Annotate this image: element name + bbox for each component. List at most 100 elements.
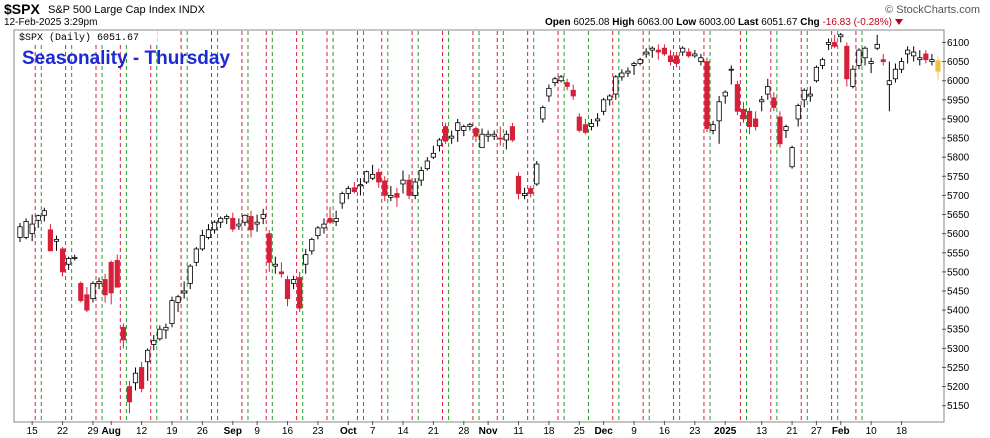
candle-body: [783, 126, 789, 131]
candle-body: [710, 124, 716, 131]
candle-body: [880, 59, 886, 62]
x-tick-label: 15: [27, 426, 39, 437]
candle-body: [497, 137, 503, 140]
candle-body: [199, 235, 205, 250]
candle-body: [23, 221, 29, 238]
candle-body: [114, 260, 120, 288]
candle-body: [923, 53, 929, 61]
candle-body: [479, 133, 485, 149]
x-tick-label: 26: [197, 426, 209, 437]
candle-body: [929, 59, 935, 62]
x-tick-label: 21: [787, 426, 799, 437]
x-tick-label: Oct: [340, 426, 357, 437]
candle-body: [619, 72, 625, 78]
candle-body: [290, 279, 297, 284]
x-tick-label: Nov: [479, 426, 498, 437]
candle-body: [47, 229, 53, 252]
y-tick-label: 5500: [947, 267, 970, 278]
candle-body: [59, 248, 66, 273]
candle-body: [844, 45, 850, 80]
candle-body: [139, 367, 145, 389]
candle-body: [862, 47, 868, 59]
candle-body: [345, 188, 351, 194]
candle-body: [53, 238, 60, 242]
candle-body: [801, 89, 807, 101]
high-value: 6063.00: [637, 17, 674, 28]
open-label: Open: [545, 17, 571, 28]
candle-body: [260, 214, 266, 219]
candle-body: [819, 59, 826, 66]
candle-body: [509, 126, 516, 141]
y-tick-label: 6050: [947, 57, 970, 68]
candle-body: [643, 51, 649, 55]
candle-body: [807, 93, 813, 97]
candle-body: [315, 227, 321, 236]
candle-body: [132, 372, 139, 384]
y-tick-label: 5600: [947, 229, 970, 240]
candle-body: [825, 42, 832, 45]
candle-body: [370, 173, 376, 179]
candle-body: [108, 261, 114, 294]
annotation-text: Seasonality - Thursday: [22, 48, 230, 69]
y-tick-label: 5850: [947, 134, 970, 145]
candle-body: [193, 248, 199, 263]
candle-body: [892, 68, 899, 80]
x-tick-label: Sep: [224, 426, 242, 437]
candle-body: [740, 108, 747, 120]
candle-body: [935, 60, 941, 72]
x-tick-label: 18: [543, 426, 555, 437]
candle-body: [157, 328, 163, 340]
candle-body: [96, 281, 102, 284]
candle-body: [613, 76, 619, 95]
candle-body: [272, 263, 278, 267]
candle-body: [722, 91, 728, 97]
candle-body: [777, 116, 783, 145]
low-value: 6003.00: [699, 17, 736, 28]
candle-body: [449, 135, 455, 139]
candle-body: [655, 49, 661, 53]
x-axis: 15 22 29 Aug 12 19 26 Sep 9 16 23 Oct 7 14 21 28 Nov 11 18…: [27, 421, 908, 437]
candle-body: [84, 294, 90, 311]
candle-body: [856, 49, 862, 66]
candle-body: [66, 258, 72, 265]
candle-body: [637, 59, 643, 64]
candle-body: [382, 180, 388, 196]
candle-body: [905, 49, 911, 55]
candle-body: [145, 349, 151, 363]
candle-body: [376, 172, 382, 183]
candle-body: [175, 296, 181, 303]
candle-body: [698, 57, 704, 62]
candle-body: [254, 221, 260, 225]
candle-body: [552, 78, 558, 84]
candle-body: [540, 107, 546, 120]
y-tick-label: 5550: [947, 248, 970, 259]
candle-body: [230, 217, 236, 230]
candle-body: [242, 214, 248, 223]
x-tick-label: 23: [312, 426, 324, 437]
candle-body: [917, 57, 923, 61]
candle-body: [284, 279, 291, 300]
candle-body: [442, 126, 449, 142]
plot-frame: [13, 29, 945, 423]
candle-body: [41, 210, 47, 216]
candle-body: [169, 300, 175, 324]
x-tick-label: 16: [282, 426, 294, 437]
candle-body: [661, 47, 668, 55]
x-tick-label: 23: [689, 426, 701, 437]
x-tick-label: Feb: [832, 426, 850, 437]
candle-body: [649, 47, 655, 51]
y-tick-label: 5950: [947, 95, 970, 106]
candle-body: [333, 217, 339, 222]
y-tick-label: 5750: [947, 172, 970, 183]
last-value: 6051.67: [761, 17, 798, 28]
candle-body: [467, 124, 473, 127]
candle-body: [503, 133, 509, 141]
y-tick-label: 5300: [947, 344, 970, 355]
low-label: Low: [676, 17, 697, 28]
candle-body: [266, 233, 272, 263]
symbol-description: S&P 500 Large Cap Index INDX: [48, 4, 205, 16]
chart-date: 12-Feb-2025 3:29pm: [4, 17, 98, 28]
candle-body: [357, 184, 364, 187]
ohlc-summary: Open 6025.08 High 6063.00 Low 6003.00 La…: [545, 17, 903, 28]
